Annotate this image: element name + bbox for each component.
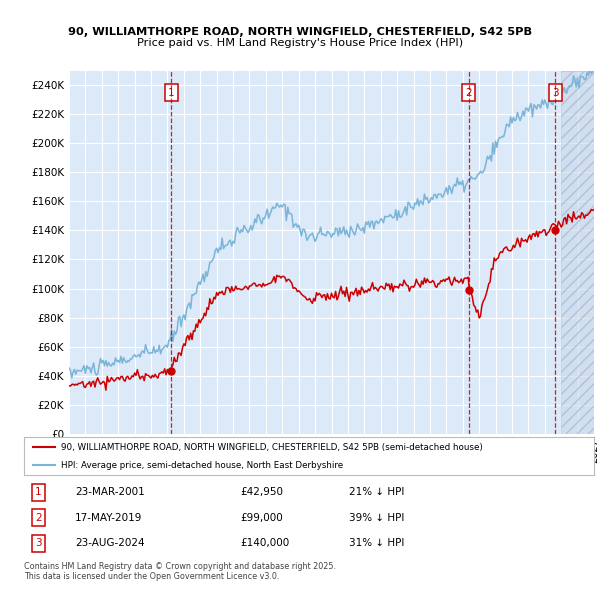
Text: £99,000: £99,000 xyxy=(241,513,283,523)
Text: £42,950: £42,950 xyxy=(241,487,284,497)
Text: 3: 3 xyxy=(552,87,559,97)
Text: 2: 2 xyxy=(466,87,472,97)
Text: Contains HM Land Registry data © Crown copyright and database right 2025.
This d: Contains HM Land Registry data © Crown c… xyxy=(24,562,336,581)
Text: 90, WILLIAMTHORPE ROAD, NORTH WINGFIELD, CHESTERFIELD, S42 5PB (semi-detached ho: 90, WILLIAMTHORPE ROAD, NORTH WINGFIELD,… xyxy=(61,443,483,452)
Text: 90, WILLIAMTHORPE ROAD, NORTH WINGFIELD, CHESTERFIELD, S42 5PB: 90, WILLIAMTHORPE ROAD, NORTH WINGFIELD,… xyxy=(68,27,532,37)
Text: £140,000: £140,000 xyxy=(241,538,290,548)
Text: 1: 1 xyxy=(35,487,41,497)
Text: 1: 1 xyxy=(168,87,175,97)
Text: 2: 2 xyxy=(35,513,41,523)
Text: HPI: Average price, semi-detached house, North East Derbyshire: HPI: Average price, semi-detached house,… xyxy=(61,461,343,470)
Text: 17-MAY-2019: 17-MAY-2019 xyxy=(76,513,143,523)
Bar xyxy=(561,71,594,434)
Text: 23-MAR-2001: 23-MAR-2001 xyxy=(76,487,145,497)
Text: 39% ↓ HPI: 39% ↓ HPI xyxy=(349,513,404,523)
Text: 21% ↓ HPI: 21% ↓ HPI xyxy=(349,487,404,497)
Text: 3: 3 xyxy=(35,538,41,548)
Text: 31% ↓ HPI: 31% ↓ HPI xyxy=(349,538,404,548)
Text: Price paid vs. HM Land Registry's House Price Index (HPI): Price paid vs. HM Land Registry's House … xyxy=(137,38,463,48)
Text: 23-AUG-2024: 23-AUG-2024 xyxy=(76,538,145,548)
